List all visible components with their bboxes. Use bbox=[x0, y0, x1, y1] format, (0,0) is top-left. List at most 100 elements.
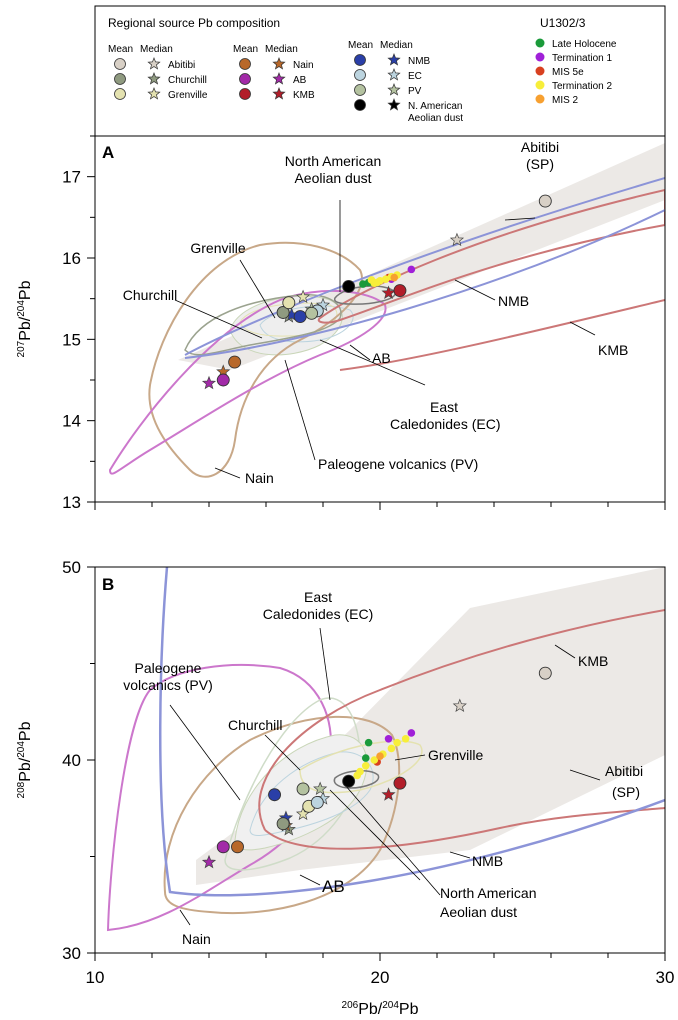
y-tick-label: 15 bbox=[62, 330, 81, 349]
legend-items: Mean Median Abitibi Churchill Grenville Mean M… bbox=[108, 38, 617, 124]
b-label-kmb: KMB bbox=[578, 653, 608, 669]
b-field-kmb-upper bbox=[258, 609, 665, 831]
ylabel-b-sup2: 204 bbox=[16, 741, 27, 758]
a-annotations: Abitibi (SP) North American Aeolian dust… bbox=[123, 139, 629, 486]
sample-point bbox=[364, 738, 373, 747]
panel-b: East Caledonides (EC) Paleogene volcanic… bbox=[16, 558, 674, 987]
panel-a-letter: A bbox=[102, 143, 114, 162]
median-star bbox=[295, 289, 311, 304]
a-label-nain: Nain bbox=[245, 470, 274, 486]
legend-mean-marker bbox=[114, 58, 126, 70]
sample-point bbox=[361, 761, 370, 770]
b-label-sp: (SP) bbox=[612, 784, 640, 800]
mean-circle bbox=[296, 782, 310, 796]
b-label-abitibi: Abitibi bbox=[605, 763, 643, 779]
legend-sample-label: Termination 1 bbox=[552, 53, 612, 64]
b-label-nain: Nain bbox=[182, 931, 211, 947]
a-label-caledonides: Caledonides (EC) bbox=[390, 416, 501, 432]
legend-sample-label: Late Holocene bbox=[552, 39, 617, 50]
median-star bbox=[381, 787, 396, 801]
legend-region-label: Grenville bbox=[168, 90, 208, 101]
y-tick-label: 40 bbox=[62, 751, 81, 770]
b-label-volcanics: volcanics (PV) bbox=[123, 677, 212, 693]
median-star bbox=[313, 781, 328, 795]
sample-point bbox=[353, 771, 362, 780]
mean-circle bbox=[282, 296, 296, 310]
legend-median-marker bbox=[387, 53, 401, 66]
x-axis-label: 206Pb/204Pb bbox=[342, 1000, 419, 1018]
ylabel-b-sup: 208 bbox=[16, 781, 27, 798]
legend-mean-marker bbox=[239, 58, 251, 70]
legend-median-marker bbox=[147, 72, 161, 85]
a-field-ec bbox=[259, 305, 354, 343]
a-label-nmb: NMB bbox=[498, 293, 529, 309]
legend-region-label: NMB bbox=[408, 56, 431, 67]
b-field-nmb bbox=[158, 567, 665, 897]
a-leaders bbox=[174, 200, 596, 479]
a-label-sp: (SP) bbox=[526, 156, 554, 172]
legend-sample-marker bbox=[535, 52, 545, 62]
b-label-churchill: Churchill bbox=[228, 717, 282, 733]
mean-circle bbox=[276, 817, 290, 831]
sample-point bbox=[401, 734, 410, 743]
legend-median-marker bbox=[272, 87, 286, 100]
median-star bbox=[201, 375, 217, 390]
legend-mean-marker bbox=[354, 69, 366, 81]
median-star bbox=[449, 232, 465, 247]
a-field-churchill bbox=[184, 294, 342, 356]
panel-a-fields bbox=[108, 143, 665, 478]
a-label-abitibi: Abitibi bbox=[521, 139, 559, 155]
legend-mean-header: Mean bbox=[348, 40, 373, 51]
ylabel-b-end: Pb bbox=[17, 721, 34, 741]
b-field-ab bbox=[106, 663, 332, 932]
panel-b-fields bbox=[106, 567, 665, 932]
sample-point bbox=[387, 744, 396, 753]
ylabel-b-main: Pb/ bbox=[17, 757, 34, 782]
legend-median-marker bbox=[387, 68, 401, 81]
svg-text:208Pb/204Pb: 208Pb/204Pb bbox=[16, 721, 34, 798]
mean-circle bbox=[268, 788, 281, 802]
b-label-grenville: Grenville bbox=[428, 747, 483, 763]
panel-a: Abitibi (SP) North American Aeolian dust… bbox=[16, 135, 666, 512]
legend-median-marker bbox=[272, 72, 286, 85]
b-label-ab: AB bbox=[322, 877, 345, 896]
legend-region-label: KMB bbox=[293, 90, 315, 101]
panel-a-marks bbox=[201, 194, 552, 390]
legend-title: Regional source Pb composition bbox=[108, 16, 280, 30]
legend-sample-label: Termination 2 bbox=[552, 81, 612, 92]
mean-circle bbox=[231, 840, 244, 854]
y-tick-label: 13 bbox=[62, 493, 81, 512]
sample-point bbox=[384, 734, 393, 743]
mean-circle bbox=[393, 284, 407, 297]
mean-circle bbox=[538, 194, 552, 208]
xlabel-main: Pb/ bbox=[358, 1001, 383, 1018]
sample-point bbox=[359, 280, 367, 288]
legend-region-label: Abitibi bbox=[168, 60, 195, 71]
legend-sample-marker bbox=[535, 80, 545, 90]
legend-mean-marker bbox=[114, 73, 126, 85]
mean-circle bbox=[342, 280, 356, 293]
mean-circle bbox=[228, 355, 242, 369]
b-field-churchill bbox=[249, 751, 374, 836]
panel-b-letter: B bbox=[102, 575, 114, 594]
y-tick-label: 30 bbox=[62, 944, 81, 963]
sample-point bbox=[370, 756, 379, 764]
ylabel-a-sup: 207 bbox=[16, 340, 27, 357]
legend-mean-marker bbox=[239, 73, 251, 85]
a-field-kmb-upper bbox=[317, 188, 665, 324]
legend-region-label: PV bbox=[408, 86, 422, 97]
xlabel-sup2: 204 bbox=[382, 1000, 399, 1011]
a-label-churchill: Churchill bbox=[123, 287, 177, 303]
mean-circle bbox=[393, 776, 407, 790]
legend-mean-header: Mean bbox=[108, 44, 133, 55]
mean-circle bbox=[310, 796, 324, 809]
legend-sample-marker bbox=[535, 38, 545, 48]
sample-point bbox=[376, 276, 384, 285]
a-label-pv: Paleogene volcanics (PV) bbox=[318, 456, 478, 472]
b-label-caledonides: Caledonides (EC) bbox=[263, 606, 374, 622]
b-label-nad1: North American bbox=[440, 885, 536, 901]
ylabel-a-main: Pb/ bbox=[17, 316, 34, 341]
y-tick-label: 17 bbox=[62, 168, 81, 187]
svg-text:206Pb/204Pb: 206Pb/204Pb bbox=[342, 1000, 419, 1018]
